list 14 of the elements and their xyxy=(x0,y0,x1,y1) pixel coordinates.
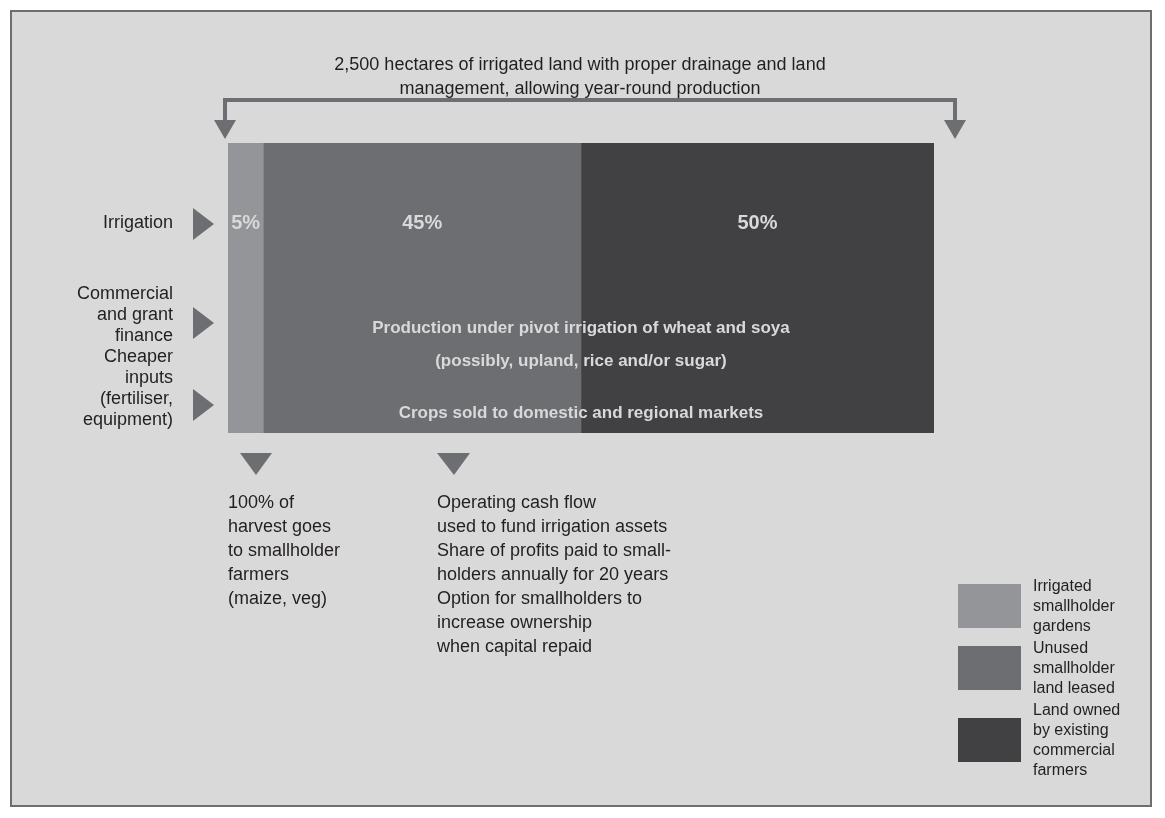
text: Commercial and grant finance xyxy=(76,283,173,346)
text: 2,500 hectares of irrigated land with proper drainage and land management, allowing year-round production xyxy=(333,53,827,100)
text: Unused smallholder land leased xyxy=(1033,638,1116,698)
text: Operating cash flow used to fund irrigation assets Share of profits paid to small- holders annually for 20 years Option for smallholders to increase ownership when capital repaid xyxy=(437,491,673,658)
data-label: 50% xyxy=(737,210,778,233)
data-label: 5% xyxy=(231,210,261,233)
text: Land owned by existing commercial farmers xyxy=(1033,700,1122,780)
text: Irrigation xyxy=(101,212,173,233)
text: 100% of harvest goes to smallholder farmers (maize, veg) xyxy=(228,491,342,610)
data-label: 45% xyxy=(402,210,443,233)
text: Cheaper inputs (fertiliser, equipment) xyxy=(81,346,173,430)
text: Irrigated smallholder gardens xyxy=(1033,576,1116,636)
annotation: Production under pivot irrigation of wheat and soya (possibly, upland, rice and/or sugar) xyxy=(371,317,791,372)
annotation: Crops sold to domestic and regional markets xyxy=(397,402,765,424)
